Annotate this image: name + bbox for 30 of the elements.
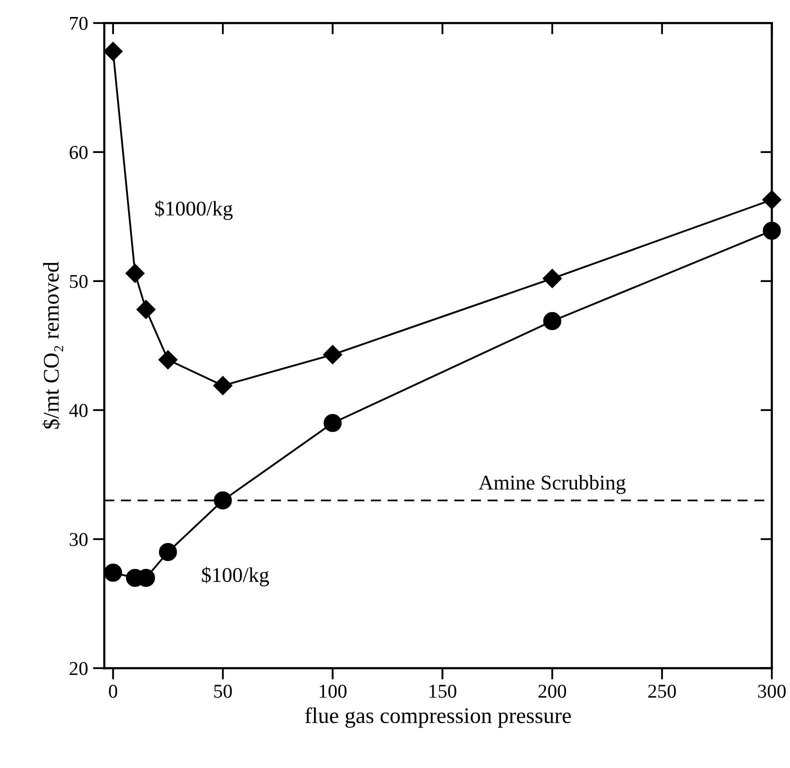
y-tick-label: 70	[70, 16, 88, 30]
point	[324, 414, 342, 432]
x-tick-label: 150	[430, 684, 456, 698]
x-tick-label: 300	[758, 684, 786, 698]
x-tick-label: 0	[108, 684, 118, 698]
x-tick-label: 50	[214, 684, 232, 698]
y-tick-label: 60	[70, 146, 88, 159]
x-tick-label: 200	[538, 684, 566, 698]
point	[125, 264, 145, 283]
annotation: $100/kg	[202, 566, 269, 586]
x-tick-label: 250	[648, 684, 676, 698]
ref-line-label: Amine Scrubbing	[478, 475, 626, 494]
point	[542, 268, 562, 288]
point	[158, 350, 178, 370]
point	[136, 300, 156, 320]
point	[323, 345, 342, 364]
point	[213, 376, 232, 396]
x-tick-label: 100	[320, 684, 346, 698]
point	[158, 543, 177, 562]
y-axis-title: $/mt CO₂ removed	[42, 262, 64, 429]
y-tick-label: 50	[70, 274, 88, 288]
point	[104, 564, 122, 582]
point	[104, 42, 123, 61]
annotation: $1000/kg	[155, 200, 233, 220]
point	[543, 312, 562, 330]
x-axis-title: flue gas compression pressure	[305, 707, 571, 728]
point	[214, 491, 232, 510]
y-tick-label: 30	[70, 532, 88, 546]
y-tick-label: 40	[69, 404, 88, 418]
y-tick-label: 20	[70, 662, 88, 676]
